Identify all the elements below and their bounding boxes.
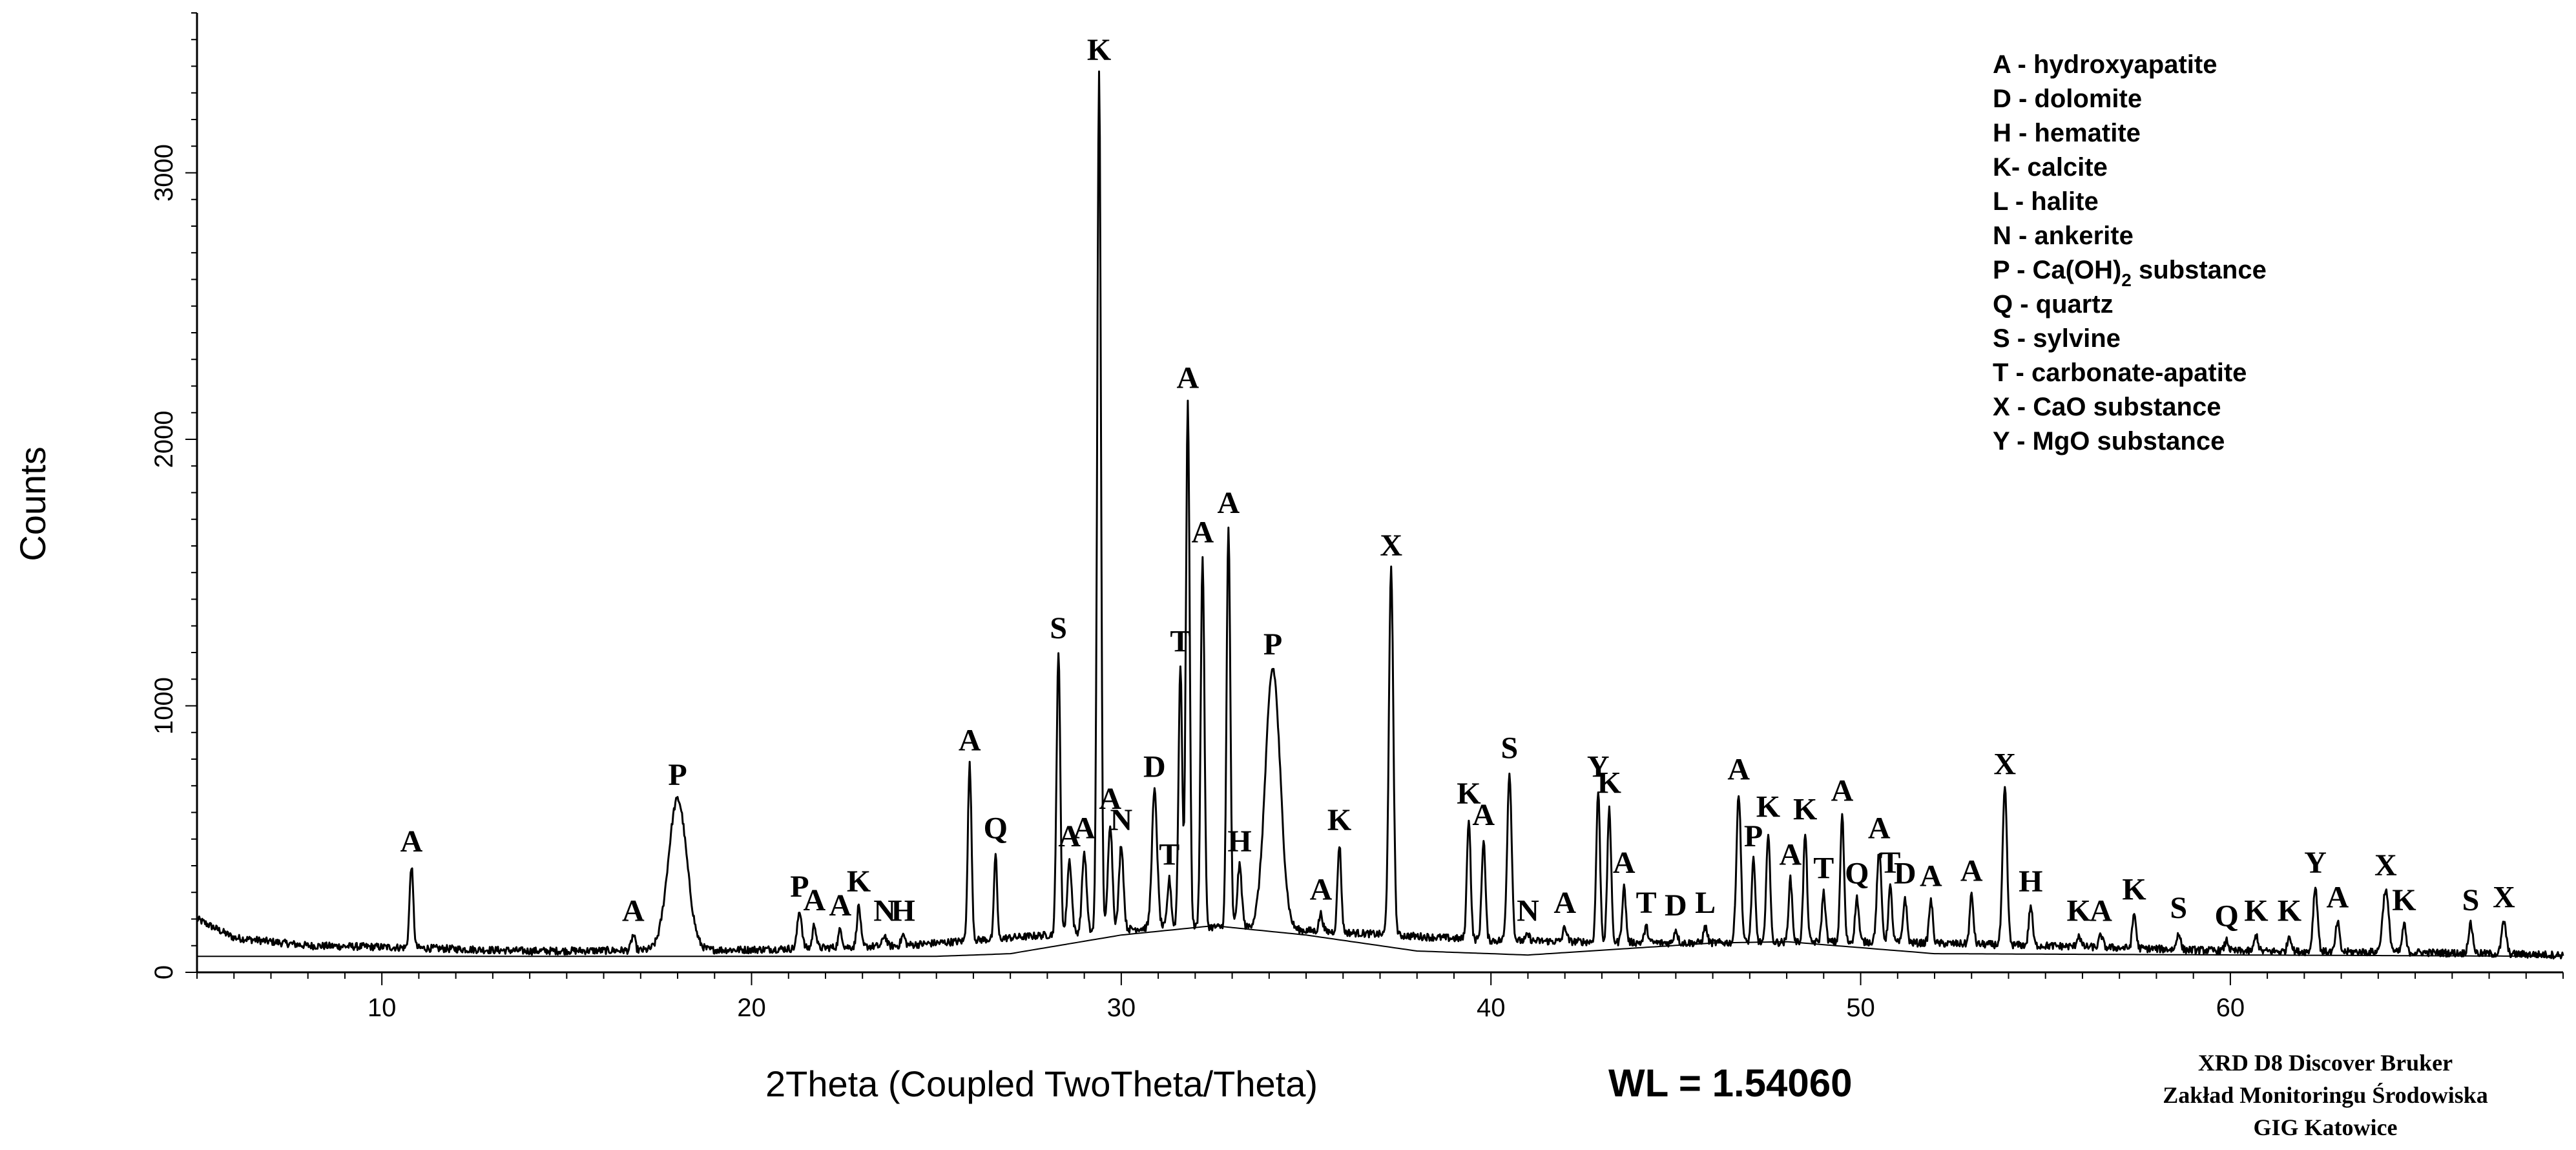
peak-label: K: [2278, 894, 2301, 928]
legend-entry: S - sylvine: [1993, 324, 2121, 353]
peak-label: L: [1695, 886, 1716, 920]
y-tick-label: 1000: [150, 677, 178, 735]
peak-label: T: [1159, 838, 1179, 872]
peak-label: K: [847, 864, 871, 899]
legend-entry: L - halite: [1993, 187, 2099, 216]
peak-label: A: [1779, 838, 1802, 872]
peak-label: Q: [984, 811, 1008, 845]
y-axis-title: Counts: [12, 446, 53, 561]
peak-label: A: [2090, 894, 2112, 928]
peak-label: T: [1170, 625, 1190, 659]
peak-label: K: [1087, 33, 1111, 67]
peak-label: D: [1894, 857, 1916, 891]
peak-label: A: [400, 824, 423, 859]
peak-label: K: [1597, 766, 1621, 800]
peak-label: N: [1110, 803, 1133, 837]
y-tick-label: 2000: [150, 411, 178, 468]
peak-label: K: [1793, 793, 1817, 827]
peak-label: A: [2327, 881, 2349, 915]
x-tick-label: 20: [737, 994, 766, 1022]
peak-label: Q: [1845, 857, 1869, 891]
legend-entry: N - ankerite: [1993, 222, 2134, 250]
peak-label: A: [1553, 886, 1576, 920]
peak-label: A: [1073, 811, 1096, 845]
credit-line-2: Zakład Monitoringu Środowiska: [2163, 1082, 2488, 1108]
credit-line-3: GIG Katowice: [2254, 1114, 2398, 1140]
legend-entry: A - hydroxyapatite: [1993, 50, 2217, 79]
peak-label: A: [1868, 811, 1891, 845]
peak-label: K: [1327, 803, 1351, 837]
peak-label: K: [1756, 789, 1780, 824]
peak-label: S: [1050, 611, 1067, 645]
legend-entry: Q - quartz: [1993, 290, 2114, 319]
x-tick-label: 40: [1477, 994, 1506, 1022]
credit-line-1: XRD D8 Discover Bruker: [2198, 1050, 2453, 1076]
legend-entry: T - carbonate-apatite: [1993, 359, 2247, 387]
x-axis-title: 2Theta (Coupled TwoTheta/Theta): [765, 1063, 1318, 1104]
peak-label: Y: [2304, 846, 2327, 880]
legend-entry: X - CaO substance: [1993, 393, 2221, 421]
peak-label: H: [2019, 864, 2042, 899]
peak-label: A: [1960, 853, 1983, 888]
legend-entry: H - hematite: [1993, 119, 2141, 147]
peak-label: A: [1831, 774, 1854, 808]
peak-label: A: [1191, 516, 1214, 550]
peak-label: A: [1472, 798, 1495, 832]
peak-label: N: [1517, 894, 1539, 928]
peak-label: K: [2067, 894, 2091, 928]
peak-label: A: [1218, 486, 1240, 520]
peak-label: P: [1263, 627, 1282, 662]
peak-label: K: [2122, 872, 2146, 906]
x-tick-label: 10: [368, 994, 397, 1022]
peak-label: A: [959, 723, 981, 757]
x-tick-label: 60: [2216, 994, 2245, 1022]
peak-label: S: [2462, 883, 2480, 917]
legend-entry: Y - MgO substance: [1993, 427, 2225, 455]
peak-label: K: [2392, 883, 2416, 917]
peak-label: D: [1143, 750, 1166, 784]
peak-label: A: [803, 883, 826, 917]
peak-label: H: [891, 894, 915, 928]
peak-label: A: [1920, 859, 1942, 894]
y-tick-label: 0: [150, 965, 178, 979]
peak-label: A: [622, 894, 645, 928]
y-tick-label: 3000: [150, 144, 178, 202]
peak-label: X: [1380, 528, 1402, 563]
peak-label: Q: [2214, 899, 2238, 934]
peak-label: T: [1813, 851, 1834, 885]
peak-label: A: [1727, 753, 1750, 787]
peak-label: K: [2244, 894, 2268, 928]
peak-label: A: [1613, 846, 1636, 880]
x-tick-label: 50: [1846, 994, 1875, 1022]
peak-label: S: [1501, 731, 1518, 766]
peak-label: P: [668, 758, 687, 792]
peak-label: X: [2374, 848, 2397, 883]
peak-label: T: [1636, 886, 1657, 920]
peak-label: P: [1744, 819, 1763, 853]
peak-label: D: [1665, 888, 1687, 923]
wavelength-label: WL = 1.54060: [1608, 1061, 1852, 1105]
legend-entry: D - dolomite: [1993, 85, 2142, 113]
legend-entry: K- calcite: [1993, 153, 2108, 182]
peak-label: A: [1310, 872, 1333, 906]
peak-label: X: [1993, 747, 2016, 781]
peak-label: H: [1227, 824, 1251, 859]
peak-label: X: [2493, 881, 2515, 915]
peak-label: A: [1177, 361, 1200, 395]
x-tick-label: 30: [1107, 994, 1136, 1022]
peak-label: S: [2170, 891, 2187, 925]
